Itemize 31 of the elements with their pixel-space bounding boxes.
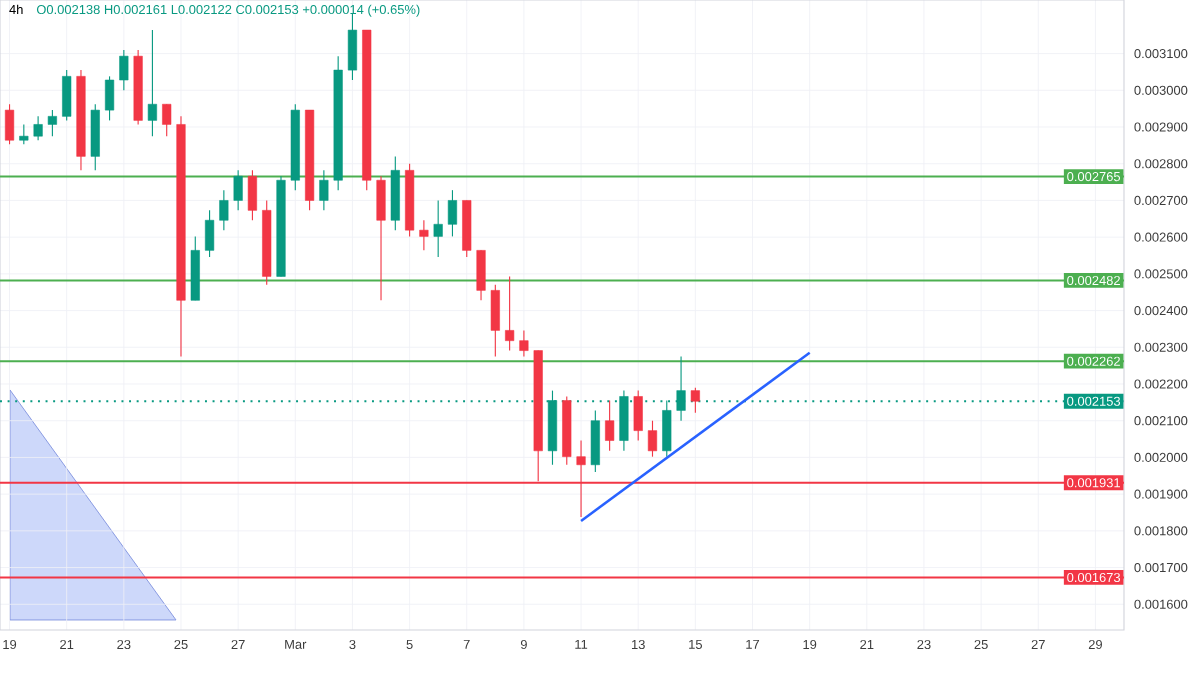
candlestick: [490, 284, 500, 358]
candlestick: [147, 29, 157, 137]
candlestick: [247, 169, 257, 221]
candlestick: [647, 420, 658, 458]
candlestick: [676, 355, 686, 422]
candlestick: [433, 199, 443, 258]
candlestick: [4, 103, 15, 145]
candlestick: [605, 399, 615, 452]
candlestick: [19, 123, 29, 145]
candlestick: [33, 115, 43, 141]
candlestick: [47, 109, 57, 137]
candlestick: [90, 103, 100, 171]
candlestick: [376, 175, 386, 301]
candlestick: [347, 13, 358, 81]
candlestick: [62, 69, 72, 121]
candlestick: [590, 409, 600, 473]
candlestick: [233, 169, 243, 211]
candlestick: [519, 329, 529, 358]
candlestick: [119, 49, 129, 91]
candlestick: [447, 189, 458, 237]
candlestick: [104, 75, 115, 121]
candlestick: [476, 249, 486, 301]
candlestick: [219, 189, 229, 231]
candlestick: [662, 399, 672, 458]
candlestick: [633, 390, 643, 442]
candlestick: [690, 387, 700, 414]
candlestick: [205, 209, 215, 258]
candlestick: [505, 275, 515, 352]
candlestick: [419, 219, 429, 251]
candlestick: [319, 169, 329, 211]
candlestick: [162, 103, 172, 137]
